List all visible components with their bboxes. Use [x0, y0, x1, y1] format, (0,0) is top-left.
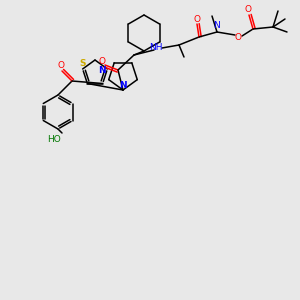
Text: O: O	[235, 34, 242, 43]
Text: N: N	[119, 80, 127, 89]
Text: NH: NH	[149, 43, 163, 52]
Text: HO: HO	[47, 134, 61, 143]
Text: O: O	[244, 5, 251, 14]
Text: N: N	[99, 67, 106, 76]
Text: O: O	[194, 14, 200, 23]
Text: N: N	[214, 22, 220, 31]
Text: S: S	[80, 59, 86, 68]
Text: O: O	[98, 56, 106, 65]
Text: O: O	[58, 61, 64, 70]
